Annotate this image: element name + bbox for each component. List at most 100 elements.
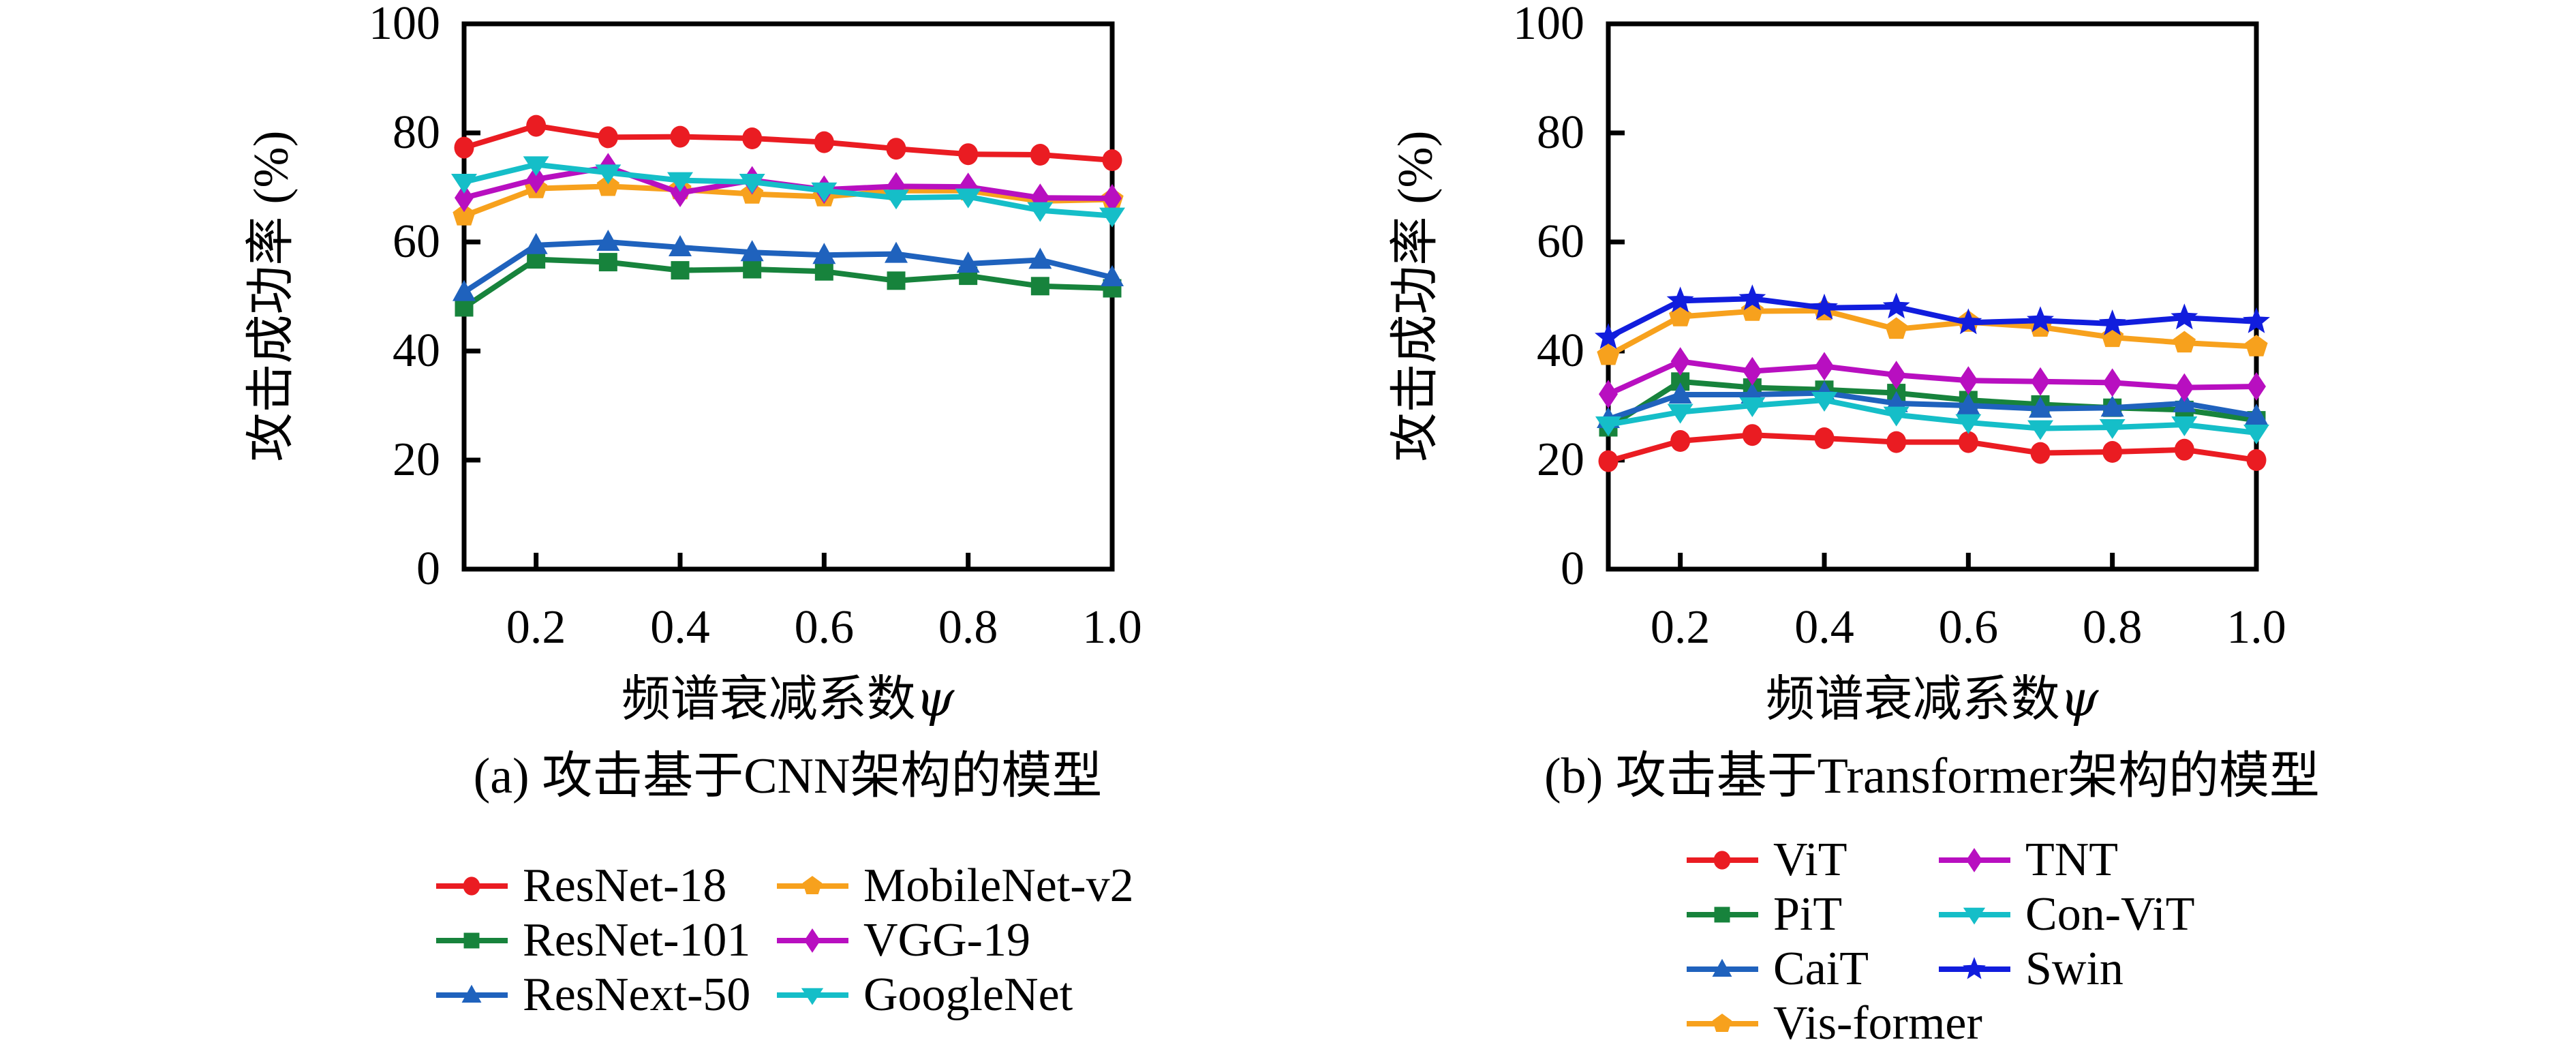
- star-marker: [1738, 284, 1766, 311]
- series-line: [463, 183, 1113, 219]
- triangle-up-marker: [885, 241, 908, 263]
- legend-item-vis-former: Vis-former: [1687, 995, 1982, 1051]
- triangle-down-marker: [1027, 202, 1054, 222]
- diamond-marker: [1959, 366, 1978, 395]
- diamond-marker: [1815, 352, 1834, 381]
- triangle-down-marker: [739, 174, 765, 194]
- legend-marker-triangle-up: [1687, 958, 1758, 977]
- circle-marker: [2246, 449, 2267, 471]
- square-marker: [598, 253, 617, 272]
- square-marker: [455, 298, 474, 317]
- triangle-down-marker: [1739, 397, 1766, 417]
- square-marker: [814, 262, 833, 281]
- psi-symbol: ψ: [2059, 670, 2099, 727]
- star-marker: [2098, 309, 2126, 335]
- triangle-up-marker: [812, 243, 836, 264]
- legend-marker-square: [436, 932, 508, 949]
- pentagon-marker: [596, 174, 619, 196]
- legend-marker-star: [1939, 957, 2010, 979]
- triangle-down-marker: [2243, 425, 2269, 444]
- legend-marker-circle: [436, 877, 508, 896]
- y-tick-label: 20: [393, 433, 440, 486]
- diamond-marker: [1886, 361, 1906, 390]
- series-googlenet: [451, 156, 1125, 228]
- circle-marker: [1670, 430, 1691, 452]
- diamond-marker: [1103, 184, 1122, 213]
- legend-label: Swin: [2025, 943, 2123, 995]
- triangle-down-marker: [2099, 419, 2126, 439]
- series-resnet-18: [454, 115, 1122, 171]
- y-tick-label: 40: [1537, 324, 1584, 377]
- x-tick-label: 0.6: [1938, 601, 1999, 654]
- legend-label: ResNet-101: [523, 914, 751, 966]
- legend-label: ResNext-50: [523, 969, 751, 1021]
- star-marker: [1595, 323, 1622, 349]
- star-marker: [2243, 307, 2270, 333]
- square-marker: [671, 261, 690, 280]
- triangle-down-marker: [955, 188, 981, 209]
- triangle-down-marker: [2171, 416, 2198, 436]
- triangle-down-marker: [595, 164, 622, 185]
- circle-marker: [2030, 442, 2051, 464]
- pentagon-marker: [1669, 305, 1692, 326]
- series-line: [1607, 432, 2257, 464]
- legend-label: MobileNet-v2: [863, 859, 1134, 912]
- tick-marks: [1608, 130, 2259, 569]
- diamond-marker: [2102, 368, 2122, 397]
- x-tick-label: 0.2: [506, 601, 566, 654]
- legend-label: Vis-former: [1773, 997, 1982, 1050]
- series-line: [1607, 296, 2257, 340]
- circle-marker: [1102, 149, 1122, 171]
- series-line: [1606, 378, 2257, 430]
- circle-marker: [2102, 441, 2123, 463]
- legend-item-con-vit: Con-ViT: [1939, 886, 2195, 943]
- legend-label: ResNet-18: [523, 859, 727, 912]
- y-tick-label: 60: [393, 215, 440, 268]
- legend-marker-triangle-down: [777, 988, 848, 1005]
- star-marker: [1954, 308, 1982, 335]
- axes-box: [1606, 21, 2259, 572]
- y-tick-label: 100: [369, 0, 440, 50]
- series-line: [462, 239, 1113, 294]
- triangle-down-marker: [1667, 403, 1693, 424]
- triangle-up-marker: [1668, 382, 1692, 403]
- legend-label: PiT: [1773, 888, 1843, 941]
- series-resnext-50: [453, 230, 1124, 301]
- triangle-down-marker: [523, 156, 549, 177]
- diamond-marker: [2031, 367, 2050, 396]
- legend-marker-pentagon: [777, 876, 848, 895]
- series-tnt: [1599, 347, 2266, 409]
- series-line: [1607, 307, 2257, 358]
- triangle-up-marker: [956, 252, 980, 273]
- triangle-down-marker: [1595, 416, 1621, 436]
- legend-item-swin: Swin: [1939, 941, 2123, 998]
- triangle-up-marker: [2245, 403, 2268, 425]
- y-tick-label: 100: [1513, 0, 1584, 50]
- circle-marker: [1958, 431, 1978, 453]
- diamond-marker: [2247, 372, 2266, 401]
- circle-marker: [526, 115, 547, 137]
- x-tick-label: 1.0: [2226, 601, 2286, 654]
- triangle-up-marker: [1028, 247, 1052, 269]
- x-axis-label: 频谱衰减系数ψ: [311, 667, 1265, 732]
- subfigure-caption-a: (a) 攻击基于CNN架构的模型: [473, 748, 1103, 804]
- legend-marker-circle: [1687, 851, 1758, 870]
- diamond-marker: [1743, 356, 1762, 386]
- triangle-up-marker: [1957, 393, 1980, 414]
- pentagon-marker: [1597, 343, 1620, 365]
- diamond-marker: [526, 165, 546, 194]
- x-axis-label: 频谱衰减系数ψ: [1455, 667, 2409, 732]
- legend-item-vgg-19: VGG-19: [777, 912, 1030, 969]
- series-mobilenet-v2: [453, 174, 1124, 226]
- triangle-up-marker: [2029, 396, 2052, 418]
- series-swin: [1595, 284, 2270, 349]
- circle-marker: [886, 138, 906, 160]
- diamond-marker: [1670, 347, 1690, 376]
- circle-marker: [670, 125, 690, 148]
- legend-item-googlenet: GoogleNet: [777, 966, 1073, 1024]
- star-marker: [1811, 293, 1838, 320]
- legend-marker-diamond: [1939, 848, 2010, 872]
- legend-item-resnet-18: ResNet-18: [436, 857, 726, 915]
- series-line: [1607, 390, 2257, 422]
